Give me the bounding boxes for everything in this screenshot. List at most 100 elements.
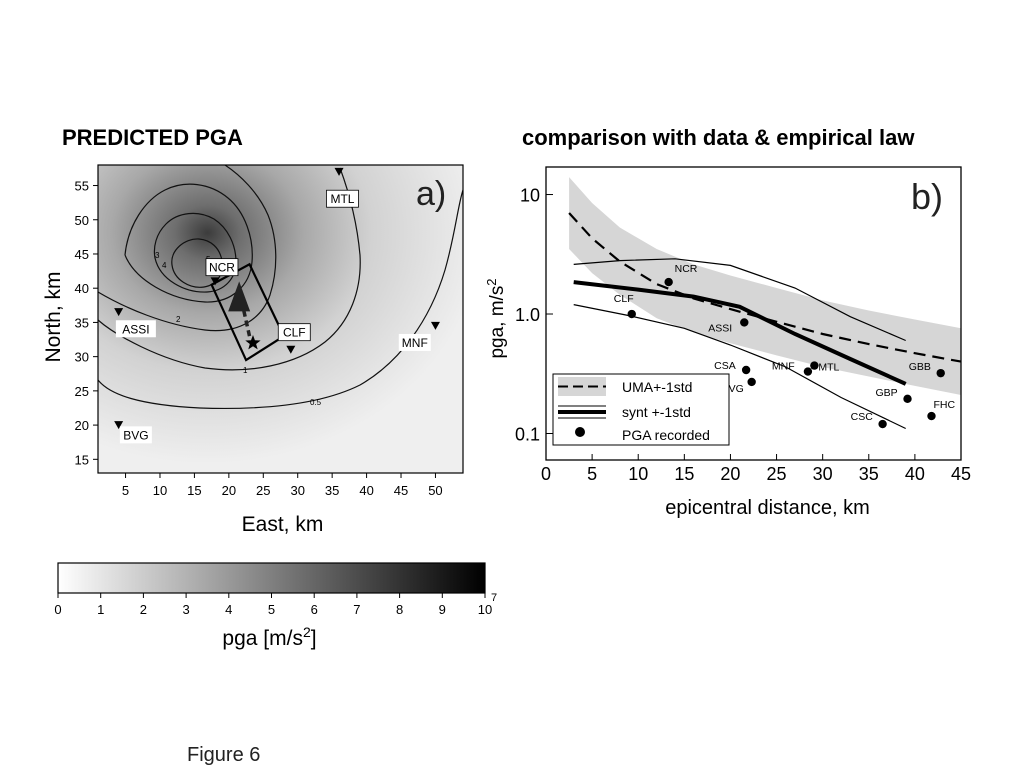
data-point-mnf [803, 367, 813, 376]
point-label-fhc: FHC [933, 399, 955, 411]
colorbar-tick-label: 1 [97, 602, 104, 617]
colorbar-tick-label: 4 [225, 602, 232, 617]
x-tick-label: 5 [587, 464, 597, 484]
colorbar-tick-label: 9 [439, 602, 446, 617]
station-label-ncr: NCR [209, 261, 235, 275]
y-tick-label: 25 [75, 384, 89, 399]
station-marker-clf [286, 345, 296, 354]
x-tick-label: 20 [222, 483, 236, 498]
station-label-bvg: BVG [123, 428, 148, 442]
x-tick-label: 30 [813, 464, 833, 484]
station-label-mnf: MNF [402, 336, 428, 350]
contour-label: 0.5 [310, 398, 322, 407]
colorbar-label: pga [m/s2] [222, 624, 316, 650]
legend-point-marker [575, 427, 585, 437]
x-tick-label: 15 [674, 464, 694, 484]
station-label-box [326, 189, 359, 208]
panel-b-label: b) [911, 176, 943, 217]
station-label-box [205, 258, 239, 277]
data-point-clf [627, 309, 636, 319]
rupture-arrow-shaft [240, 302, 252, 337]
station-label-assi: ASSI [122, 322, 149, 336]
y-tick-label: 10 [520, 186, 540, 206]
x-tick-label: 15 [187, 483, 201, 498]
data-point-ncr [664, 277, 673, 287]
x-tick-label: 10 [628, 464, 648, 484]
legend-entry-uma: UMA+-1std [622, 379, 692, 395]
x-tick-label: 35 [325, 483, 339, 498]
y-tick-label: 55 [75, 179, 89, 194]
station-label-box [115, 320, 156, 338]
y-tick-label: 15 [75, 452, 89, 467]
point-label-assi: ASSI [708, 322, 732, 334]
legend-entry-synt: synt +-1std [622, 404, 691, 420]
x-tick-label: 25 [256, 483, 270, 498]
station-marker-ncr [210, 277, 220, 286]
data-point-gbp [903, 394, 912, 404]
y-tick-label: 1.0 [515, 305, 540, 325]
y-tick-label: 20 [75, 418, 89, 433]
contour-label: 4 [162, 261, 167, 270]
y-tick-label: 50 [75, 213, 89, 228]
x-tick-label: 20 [720, 464, 740, 484]
series-line-uma [568, 212, 962, 363]
contour-line [97, 189, 464, 409]
contour-line [97, 167, 361, 371]
data-point-assi [740, 318, 749, 327]
x-tick-label: 45 [394, 483, 408, 498]
uma-std-band [569, 177, 961, 395]
panel-b-title: comparison with data & empirical law [522, 125, 915, 150]
colorbar-tick-label: 2 [140, 602, 147, 617]
panel-a-title: PREDICTED PGA [62, 125, 243, 150]
y-axis-label: pga, m/s2 [484, 278, 509, 358]
colorbar-tick-label: 10 [478, 602, 492, 617]
y-tick-label: 40 [75, 281, 89, 296]
x-tick-label: 40 [359, 483, 373, 498]
x-tick-label: 25 [767, 464, 787, 484]
series-line-synt [573, 280, 907, 386]
station-marker-mnf [430, 321, 440, 330]
data-point-bvg [747, 377, 756, 387]
data-point-csc [878, 419, 887, 429]
contour-line [153, 212, 237, 293]
point-label-mnf: MNF [772, 361, 795, 373]
plot-frame [545, 166, 962, 461]
x-tick-label: 5 [122, 483, 129, 498]
contour-label: 2 [176, 315, 181, 324]
station-label-mtl: MTL [330, 192, 354, 206]
legend-entry-recorded: PGA recorded [622, 427, 710, 443]
rupture-arrow-head [228, 281, 251, 312]
x-tick-label: 35 [859, 464, 879, 484]
colorbar-tick-label: 0 [54, 602, 61, 617]
y-tick-label: 0.1 [515, 424, 540, 444]
x-tick-label: 10 [153, 483, 167, 498]
data-point-csa [741, 365, 751, 375]
point-label-csa: CSA [714, 360, 736, 372]
point-label-mtl: MTL [818, 362, 839, 374]
colorbar-end-label: 7 [491, 592, 497, 604]
y-tick-label: 35 [75, 315, 89, 330]
panel-a-label: a) [416, 175, 446, 213]
colorbar-tick-label: 3 [182, 602, 189, 617]
contour-line [124, 183, 253, 303]
x-tick-label: 40 [905, 464, 925, 484]
x-tick-label: 0 [541, 464, 551, 484]
point-label-csc: CSC [851, 411, 874, 423]
station-label-clf: CLF [283, 326, 306, 340]
y-tick-label: 30 [75, 350, 89, 365]
contour-line [97, 164, 277, 332]
series-line-synt-1std [573, 258, 906, 342]
y-axis-label: North, km [42, 271, 65, 362]
x-tick-label: 45 [951, 464, 971, 484]
figure-caption: Figure 6 [187, 744, 261, 766]
contour-label: 3 [155, 251, 160, 260]
x-tick-label: 30 [290, 483, 304, 498]
point-label-gbp: GBP [876, 387, 898, 399]
x-axis-label: East, km [242, 513, 324, 536]
legend: UMA+-1std synt +-1std PGA recorded [552, 373, 730, 446]
station-label-box [119, 426, 152, 444]
x-tick-label: 50 [428, 483, 442, 498]
